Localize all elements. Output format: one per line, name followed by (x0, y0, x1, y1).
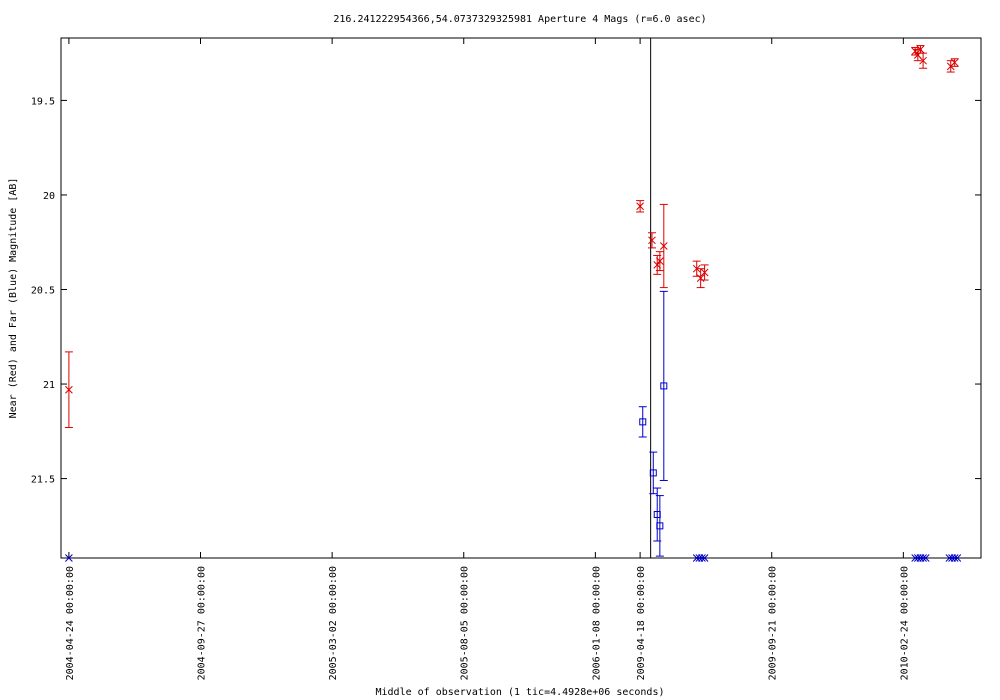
cross-stroke (65, 554, 73, 562)
far-limit-point (700, 554, 709, 562)
y-tick-label: 21 (43, 380, 55, 391)
square-marker (649, 469, 657, 477)
far-limit-point (919, 554, 927, 562)
cross-stroke (916, 45, 925, 54)
near-mag-point (916, 45, 925, 54)
cross-stroke (921, 554, 930, 562)
cross-stroke (700, 554, 709, 562)
far-limit-point (65, 554, 73, 562)
cross-stroke (700, 268, 709, 277)
cross-stroke (919, 56, 927, 65)
data-marks (64, 45, 962, 562)
x-axis-label: Middle of observation (1 tic=4.4928e+06 … (376, 687, 665, 698)
near-mag-point (64, 351, 73, 429)
x-axis: 2004-04-24 00:00:00 2004-09-27 00:00:00 20… (65, 38, 910, 680)
x-tick-label: 2009-04-18 00:00:00 (636, 566, 647, 680)
x-tick-label: 2009-09-21 00:00:00 (768, 566, 779, 680)
cross-stroke (656, 257, 664, 265)
far-limit-point (698, 554, 706, 562)
cross-stroke (696, 274, 705, 282)
cross-stroke (950, 58, 959, 67)
near-mag-point (636, 200, 645, 213)
y-axis: 19.5 20 20.5 21 21.5 (31, 96, 981, 486)
cross-stroke (659, 242, 668, 250)
x-tick-label: 2005-08-05 00:00:00 (460, 566, 471, 680)
near-mag-point (647, 232, 656, 249)
near-mag-point (696, 268, 705, 289)
cross-stroke (950, 554, 959, 562)
square-marker (660, 382, 668, 390)
near-mag-point (950, 58, 959, 67)
x-tick-label: 2004-04-24 00:00:00 (65, 566, 76, 680)
cross-stroke (636, 202, 644, 211)
cross-stroke (919, 554, 927, 562)
x-tick-label: 2010-02-24 00:00:00 (899, 566, 910, 680)
plot-frame (60, 37, 982, 559)
near-mag-point (659, 203, 668, 289)
x-tick-label: 2005-03-02 00:00:00 (328, 566, 339, 680)
far-mag-point (638, 406, 647, 438)
far-limit-point (950, 554, 959, 562)
far-mag-point (649, 451, 658, 495)
near-mag-point (919, 52, 928, 69)
y-tick-label: 19.5 (31, 96, 55, 107)
square-marker (639, 418, 647, 426)
x-tick-label: 2006-01-08 00:00:00 (591, 566, 602, 680)
x-tick-label: 2004-09-27 00:00:00 (197, 566, 208, 680)
chart-title: 216.241222954366,54.0737329325981 Apertu… (333, 14, 706, 25)
y-tick-label: 20.5 (31, 285, 55, 296)
far-limit-point (921, 554, 930, 562)
y-tick-label: 21.5 (31, 475, 55, 486)
far-mag-point (655, 495, 664, 557)
far-limit-point (953, 554, 962, 562)
y-axis-label: Near (Red) and Far (Blue) Magnitude [AB] (8, 178, 19, 419)
square-marker (656, 522, 664, 530)
cross-stroke (953, 554, 962, 562)
far-mag-point (659, 290, 668, 481)
cross-stroke (698, 554, 706, 562)
y-tick-label: 20 (43, 191, 55, 202)
cross-stroke (648, 236, 656, 245)
cross-stroke (65, 385, 73, 394)
near-mag-point (700, 264, 709, 281)
near-mag-point (655, 251, 664, 272)
